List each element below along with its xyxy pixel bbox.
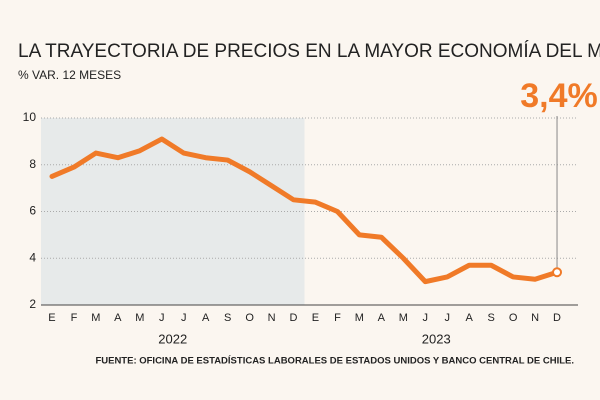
y-tick-label: 8	[29, 157, 36, 171]
annotation: 3,4%	[520, 77, 598, 115]
x-tick-label: F	[71, 312, 78, 324]
x-tick-label: S	[487, 312, 494, 324]
x-tick-label: N	[268, 312, 276, 324]
x-tick-label: E	[48, 312, 55, 324]
x-tick-label: E	[312, 312, 319, 324]
series-line	[49, 136, 560, 285]
year-label: 2023	[422, 331, 451, 346]
y-tick-label: 2	[29, 297, 36, 311]
x-tick-label: N	[531, 312, 539, 324]
x-tick-label: M	[399, 312, 408, 324]
x-tick-label: D	[290, 312, 298, 324]
x-tick-label: A	[466, 312, 474, 324]
chart-subtitle: % VAR. 12 MESES	[18, 68, 121, 82]
x-tick-label: J	[159, 312, 165, 324]
x-tick-label: A	[114, 312, 122, 324]
y-tick-label: 4	[29, 250, 36, 264]
chart-title: LA TRAYECTORIA DE PRECIOS EN LA MAYOR EC…	[18, 41, 600, 62]
x-tick-label: J	[423, 312, 429, 324]
y-tick-label: 6	[29, 204, 36, 218]
x-tick-label: A	[202, 312, 210, 324]
x-tick-label: J	[181, 312, 187, 324]
x-tick-label: J	[444, 312, 450, 324]
year-label: 2022	[158, 331, 187, 346]
y-tick-label: 10	[23, 110, 37, 124]
x-tick-label: D	[553, 312, 561, 324]
x-tick-label: M	[91, 312, 100, 324]
end-point	[552, 267, 563, 278]
x-tick-label: A	[378, 312, 386, 324]
x-tick-label: M	[355, 312, 364, 324]
x-tick-label: O	[509, 312, 518, 324]
x-tick-label: M	[135, 312, 144, 324]
x-tick-label: O	[245, 312, 254, 324]
x-tick-label: F	[334, 312, 341, 324]
source: FUENTE: OFICINA DE ESTADÍSTICAS LABORALE…	[95, 356, 574, 367]
x-tick-label: S	[224, 312, 231, 324]
